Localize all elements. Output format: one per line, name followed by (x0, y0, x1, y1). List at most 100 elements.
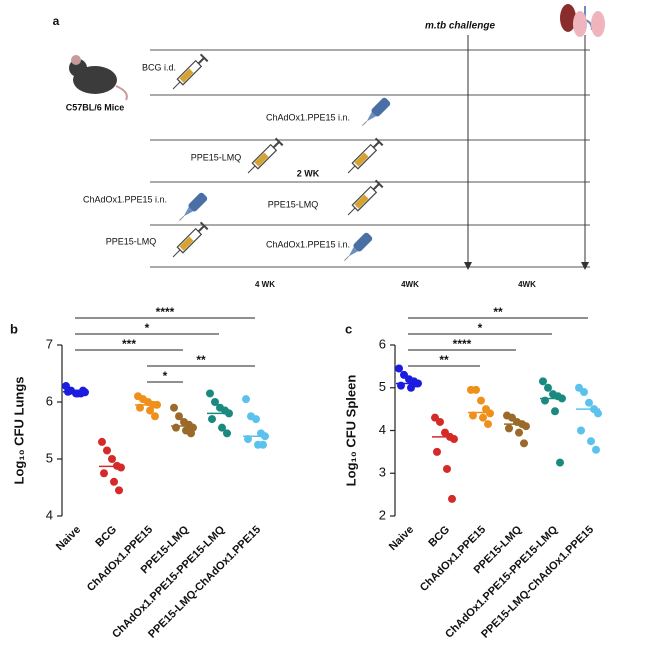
y-axis-label: Log₁₀ CFU Lungs (11, 377, 26, 485)
data-point (218, 423, 226, 432)
data-point (108, 455, 116, 463)
plunger (197, 57, 205, 65)
dose (179, 236, 194, 251)
data-point (486, 409, 494, 418)
diagram-label: PPE15-LMQ (268, 199, 319, 209)
data-point (98, 437, 106, 446)
significance-label: **** (453, 337, 472, 351)
data-point (225, 409, 233, 418)
diagram-label: 4WK (401, 280, 419, 289)
diagram-label: 2 WK (297, 168, 320, 178)
data-point (211, 398, 219, 406)
data-point (172, 423, 180, 432)
syringe-icon (172, 221, 209, 258)
organ-icons (560, 4, 605, 37)
y-tick-label: 7 (46, 336, 53, 351)
data-point (450, 435, 458, 444)
data-point (110, 477, 118, 486)
diagram-label: C57BL/6 Mice (66, 102, 125, 112)
diagram-label: PPE15-LMQ (106, 236, 157, 246)
significance-label: **** (156, 305, 175, 319)
significance-label: * (163, 369, 168, 383)
data-point (136, 403, 144, 412)
syringe-icon (347, 179, 384, 216)
data-point (580, 388, 588, 397)
panel-label: b (10, 321, 18, 336)
data-point (187, 429, 195, 438)
plunger-end (374, 137, 384, 147)
data-point (395, 364, 403, 373)
data-point (117, 463, 125, 472)
data-point (100, 469, 108, 478)
data-point (587, 437, 595, 446)
dose (354, 152, 369, 167)
diagram-label: ChAdOx1.PPE15 i.n. (266, 112, 350, 122)
diagram (69, 4, 605, 270)
diagram-label: 4 WK (255, 280, 275, 289)
body (353, 232, 373, 252)
data-point (505, 424, 513, 433)
diagram-label: ChAdOx1.PPE15 i.n. (83, 194, 167, 204)
data-point (544, 383, 552, 392)
diagram-label: m.tb challenge (425, 21, 495, 32)
plunger-end (199, 221, 209, 231)
data-point (433, 447, 441, 456)
data-point (170, 403, 178, 412)
data-point (520, 439, 528, 448)
data-point (397, 381, 405, 390)
data-point (244, 435, 252, 444)
data-point (556, 458, 564, 467)
plunger-end (374, 179, 384, 189)
data-point (151, 412, 159, 421)
y-tick-label: 3 (379, 465, 386, 480)
stem (344, 255, 350, 261)
syringe-icon (172, 53, 209, 90)
arrow-head (581, 262, 589, 270)
y-tick-label: 4 (46, 507, 53, 522)
tip (348, 247, 358, 257)
diagram-label: a (53, 14, 60, 28)
needle (247, 165, 256, 174)
body (188, 192, 208, 212)
diagram-label: PPE15-LMQ (191, 152, 242, 162)
y-tick-label: 6 (46, 393, 53, 408)
data-point (261, 432, 269, 441)
data-point (541, 396, 549, 405)
dose (254, 152, 269, 167)
significance-label: *** (122, 337, 136, 351)
data-point (146, 406, 154, 415)
x-tick-label: Naive (387, 524, 416, 553)
data-point (472, 385, 480, 394)
plunger (372, 183, 380, 191)
data-point (484, 420, 492, 429)
data-point (558, 394, 566, 403)
y-tick-label: 2 (379, 507, 386, 522)
nasal-device-icon (362, 97, 391, 126)
significance-label: * (145, 321, 150, 335)
tip (183, 207, 193, 217)
needle (172, 81, 181, 90)
data-point (515, 428, 523, 437)
data-point (443, 464, 451, 473)
tip (366, 112, 376, 122)
syringe-icon (347, 137, 384, 174)
significance-label: ** (493, 305, 503, 319)
panel-label: c (345, 321, 352, 336)
data-point (242, 395, 250, 404)
data-point (64, 387, 72, 396)
arrow-head (464, 262, 472, 270)
data-point (79, 386, 87, 395)
significance-label: * (478, 321, 483, 335)
diagram-label: BCG i.d. (142, 62, 176, 72)
body (371, 97, 391, 117)
data-point (115, 486, 123, 495)
stem (362, 120, 368, 126)
plunger (272, 141, 280, 149)
data-point (539, 377, 547, 386)
dose (354, 194, 369, 209)
nasal-device-icon (344, 232, 373, 261)
y-axis-label: Log₁₀ CFU Spleen (343, 375, 358, 487)
plunger-end (274, 137, 284, 147)
needle (347, 165, 356, 174)
